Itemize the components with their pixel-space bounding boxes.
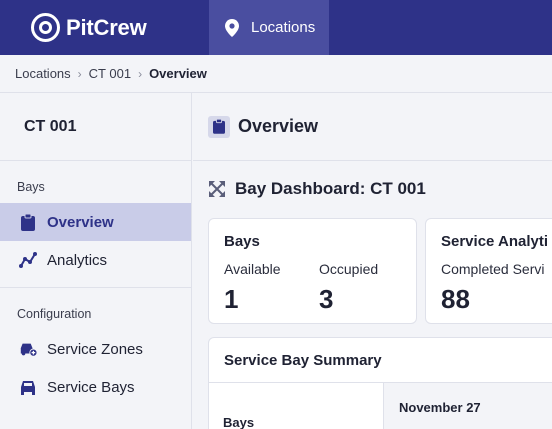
- breadcrumb-location[interactable]: CT 001: [88, 66, 132, 81]
- main-content: Overview Bay Dashboard: CT 001 Bays Avai…: [193, 93, 552, 429]
- sidebar-item-label: Service Bays: [47, 378, 135, 396]
- bays-card-title: Bays: [224, 233, 260, 250]
- sidebar-item-label: Analytics: [47, 251, 108, 269]
- sidebar-item-overview[interactable]: Overview: [0, 203, 191, 241]
- service-analytics-card: Service Analyti Completed Servi 88: [425, 218, 552, 324]
- column-header-bays: Bays: [209, 383, 384, 429]
- bays-card: Bays Available 1 Occupied 3: [208, 218, 417, 324]
- page-title: Overview: [238, 116, 319, 136]
- available-value: 1: [224, 284, 239, 314]
- dashboard-title-text: Bay Dashboard: CT 001: [235, 179, 426, 198]
- completed-value: 88: [441, 284, 470, 314]
- nav-item-locations[interactable]: Locations: [209, 0, 330, 55]
- sidebar-item-service-zones[interactable]: Service Zones: [0, 330, 191, 368]
- service-bay-summary: Service Bay Summary Bays November 27: [208, 337, 552, 429]
- sidebar-item-label: Overview: [47, 213, 114, 231]
- pitcrew-logo-icon: [31, 13, 60, 42]
- analytics-card-title: Service Analyti: [441, 233, 548, 250]
- occupied-value: 3: [319, 284, 334, 314]
- line-chart-icon: [19, 252, 37, 268]
- breadcrumb-current: Overview: [149, 66, 207, 81]
- car-icon: [19, 379, 37, 396]
- page-header: Overview: [193, 93, 552, 161]
- completed-label: Completed Servi: [441, 261, 545, 277]
- summary-table-header: Bays November 27: [209, 382, 552, 429]
- brand-name: PitCrew: [66, 14, 147, 40]
- sidebar-item-service-bays[interactable]: Service Bays: [0, 368, 191, 406]
- sidebar-item-label: Service Zones: [47, 340, 143, 358]
- sidebar: CT 001 Bays Overview Analytics Configura…: [0, 93, 192, 429]
- sidebar-section-configuration: Configuration: [17, 307, 92, 321]
- sidebar-title: CT 001: [0, 93, 191, 161]
- brand[interactable]: PitCrew: [0, 0, 209, 55]
- column-header-date: November 27: [384, 383, 552, 429]
- summary-title: Service Bay Summary: [224, 352, 382, 369]
- available-label: Available: [224, 261, 281, 277]
- breadcrumb: Locations › CT 001 › Overview: [0, 55, 552, 93]
- occupied-label: Occupied: [319, 261, 379, 277]
- chevron-right-icon: ›: [138, 66, 143, 81]
- map-pin-icon: [225, 18, 239, 37]
- nav-item-label: Locations: [251, 19, 316, 36]
- sidebar-section-bays: Bays: [17, 180, 45, 194]
- top-navbar: PitCrew Locations: [0, 0, 552, 55]
- sidebar-item-analytics[interactable]: Analytics: [0, 241, 191, 279]
- dashboard-title: Bay Dashboard: CT 001: [208, 179, 426, 199]
- breadcrumb-locations[interactable]: Locations: [15, 66, 71, 81]
- chevron-right-icon: ›: [77, 66, 82, 81]
- car-zone-icon: [19, 341, 37, 358]
- clipboard-icon: [208, 115, 230, 138]
- sidebar-divider: [0, 287, 191, 288]
- expand-icon: [209, 181, 225, 197]
- clipboard-icon: [19, 213, 37, 231]
